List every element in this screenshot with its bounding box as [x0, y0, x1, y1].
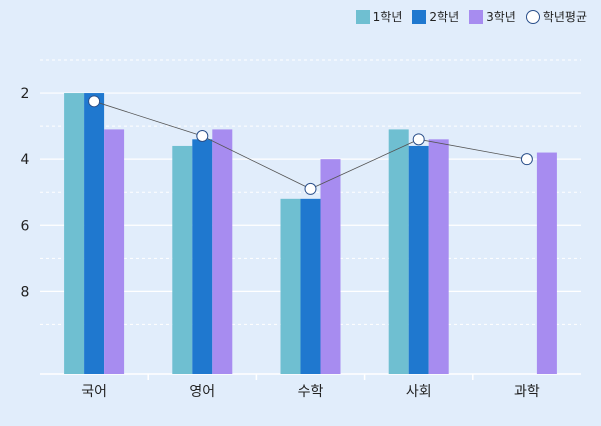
legend-swatch-grade3	[469, 9, 484, 24]
legend-swatch-grade1	[355, 9, 370, 24]
legend-label-grade2: 2학년	[429, 10, 460, 24]
legend-swatch-grade2	[412, 9, 427, 24]
y-tick-label: 4	[21, 152, 30, 168]
bar-3-5[interactable]	[536, 152, 557, 374]
legend-item-grade3[interactable]: 3학년	[469, 8, 516, 25]
bar-1-4[interactable]	[388, 129, 409, 374]
x-tick-label: 과학	[514, 384, 540, 400]
bar-3-4[interactable]	[428, 139, 449, 374]
legend: 1학년 2학년 3학년 학년평균	[355, 8, 587, 25]
bar-3-3[interactable]	[320, 159, 341, 374]
average-line	[93, 100, 527, 190]
average-point-5[interactable]	[520, 153, 533, 166]
bar-1-3[interactable]	[280, 198, 301, 374]
y-tick-label: 8	[21, 284, 30, 300]
legend-label-average: 학년평균	[542, 10, 587, 24]
bar-2-3[interactable]	[300, 198, 321, 374]
bar-2-4[interactable]	[408, 145, 429, 374]
average-point-3[interactable]	[304, 182, 317, 195]
y-tick-label: 2	[21, 86, 30, 102]
bar-1-1[interactable]	[64, 93, 85, 374]
y-tick-label: 6	[21, 218, 30, 234]
x-tick-label: 국어	[81, 384, 107, 400]
average-point-1[interactable]	[88, 95, 101, 108]
x-tick-label: 사회	[406, 384, 432, 400]
legend-marker-average	[525, 9, 540, 24]
legend-item-grade1[interactable]: 1학년	[355, 8, 403, 25]
x-tick-label: 수학	[298, 384, 324, 400]
legend-item-grade2[interactable]: 2학년	[412, 8, 459, 25]
bar-2-1[interactable]	[84, 93, 105, 374]
bar-1-2[interactable]	[172, 145, 193, 374]
legend-label-grade1: 1학년	[372, 10, 403, 24]
bar-3-1[interactable]	[104, 129, 125, 374]
bar-2-2[interactable]	[192, 139, 213, 374]
bar-3-2[interactable]	[212, 129, 233, 374]
legend-label-grade3: 3학년	[486, 10, 516, 24]
average-point-4[interactable]	[412, 133, 425, 146]
legend-item-average[interactable]: 학년평균	[525, 8, 587, 25]
average-point-2[interactable]	[196, 130, 209, 143]
x-tick-label: 영어	[189, 384, 215, 400]
